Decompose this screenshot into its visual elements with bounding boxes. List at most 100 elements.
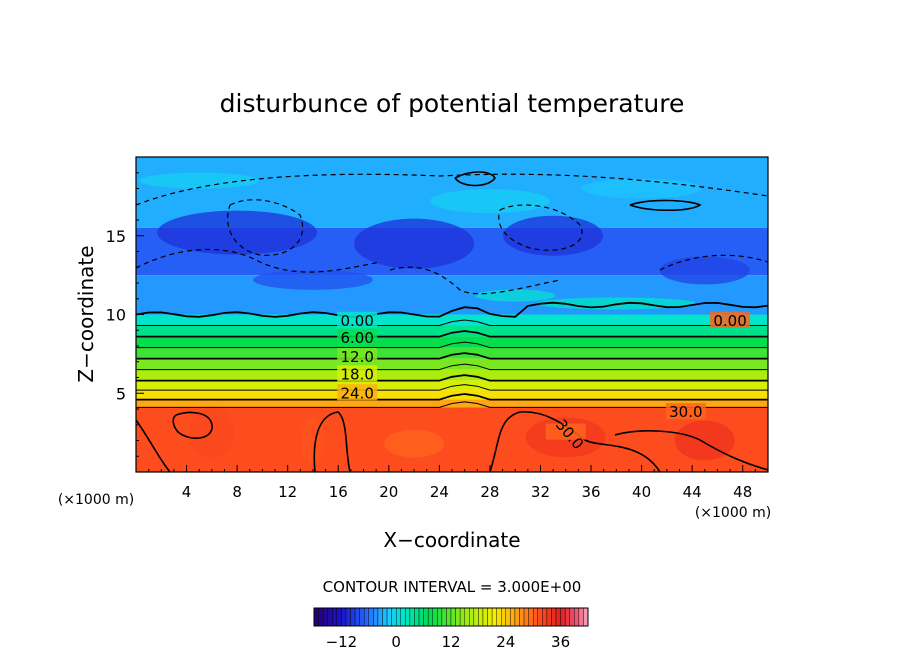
- colorbar-tick-label: 12: [441, 633, 460, 651]
- contour-line: [136, 363, 768, 371]
- plot-fill-area: [136, 157, 768, 472]
- colorbar-cell: [578, 607, 584, 627]
- contour-label: 18.0: [340, 365, 373, 383]
- y-axis-label: Z−coordinate: [74, 245, 98, 382]
- colorbar-cell: [313, 607, 319, 627]
- contour-label-bg: [337, 329, 378, 346]
- colorbar-cell: [437, 607, 443, 627]
- colorbar-cell: [478, 607, 484, 627]
- negative-contour: [498, 204, 583, 251]
- x-tick-label: 28: [480, 483, 499, 501]
- field-patch: [475, 289, 556, 302]
- colorbar-cell: [405, 607, 411, 627]
- contour-line: [136, 341, 768, 349]
- contour-label: 0.00: [340, 312, 373, 330]
- y-tick-label: 5: [116, 384, 126, 403]
- chart-title: disturbunce of potential temperature: [220, 89, 685, 118]
- colorbar-cell: [496, 607, 502, 627]
- x-tick-label: 32: [531, 483, 550, 501]
- x-unit-left: (×1000 m): [58, 492, 134, 508]
- contour-line: [136, 319, 768, 326]
- colorbar-cell: [583, 607, 589, 627]
- y-tick-label: 15: [106, 227, 126, 246]
- colorbar-cell: [505, 607, 511, 627]
- contour-line: [136, 352, 768, 360]
- colorbar-cell: [464, 607, 470, 627]
- x-axis-label: X−coordinate: [383, 528, 520, 552]
- colorbar-tick-label: 36: [551, 633, 570, 651]
- contour-band: [136, 347, 768, 359]
- colorbar-cell: [551, 607, 557, 627]
- field-patch: [384, 429, 445, 458]
- colorbar-cell: [341, 607, 347, 627]
- colorbar-cell: [423, 607, 429, 627]
- field-patch: [157, 210, 318, 255]
- contour-label: 24.0: [340, 384, 373, 402]
- colorbar-cell: [432, 607, 438, 627]
- contour-line: [454, 171, 496, 187]
- contour-label-bg: [545, 423, 586, 440]
- contour-label-bg: [665, 403, 706, 420]
- colorbar-cell: [564, 607, 570, 627]
- field-patch: [139, 172, 260, 189]
- contour-label: 30.0: [669, 403, 702, 421]
- colorbar-cell: [473, 607, 479, 627]
- contour-label: 6.00: [340, 329, 373, 347]
- colorbar-cell: [350, 607, 356, 627]
- contour-line: [629, 199, 702, 211]
- colorbar-cell: [332, 607, 338, 627]
- contour-line: [136, 419, 171, 472]
- colorbar-cell: [491, 607, 497, 627]
- colorbar-cell: [427, 607, 433, 627]
- contour-line: [136, 374, 768, 382]
- colorbar-cell: [414, 607, 420, 627]
- x-tick-label: 48: [733, 483, 752, 501]
- field-patch: [659, 256, 750, 285]
- colorbar-cell: [318, 607, 324, 627]
- colorbar-cell: [373, 607, 379, 627]
- negative-contour: [389, 266, 561, 295]
- contour-label: 0.00: [713, 312, 746, 330]
- colorbar-cell: [542, 607, 548, 627]
- colorbar-cell: [336, 607, 342, 627]
- colorbar-cell: [487, 607, 493, 627]
- colorbar-cell: [368, 607, 374, 627]
- colorbar-frame: [313, 607, 589, 627]
- x-tick-label: 8: [232, 483, 242, 501]
- x-tick-label: 36: [581, 483, 600, 501]
- negative-contour: [659, 254, 768, 271]
- field-patch: [252, 269, 373, 290]
- negative-contour: [227, 199, 304, 256]
- x-tick-label: 40: [632, 483, 651, 501]
- negative-contour: [136, 248, 381, 273]
- colorbar-cell: [418, 607, 424, 627]
- colorbar-cell: [377, 607, 383, 627]
- contour-line: [313, 411, 351, 472]
- colorbar-cell: [546, 607, 552, 627]
- colorbar-cell: [409, 607, 415, 627]
- colorbar-cell: [446, 607, 452, 627]
- colorbar: [313, 607, 589, 627]
- colorbar-cell: [322, 607, 328, 627]
- colorbar-cell: [455, 607, 461, 627]
- contour-band: [136, 380, 768, 391]
- colorbar-cell: [327, 607, 333, 627]
- contour-line: [136, 301, 768, 318]
- contour-line: [136, 401, 768, 408]
- field-patch: [503, 215, 604, 256]
- colorbar-cell: [519, 607, 525, 627]
- contour-line: [489, 411, 661, 472]
- contour-band: [136, 275, 768, 315]
- contour-line: [172, 411, 213, 439]
- colorbar-cell: [569, 607, 575, 627]
- colorbar-cell: [364, 607, 370, 627]
- colorbar-cell: [469, 607, 475, 627]
- field-patch: [581, 178, 702, 199]
- field-patch: [354, 218, 475, 269]
- contour-line: [136, 384, 768, 391]
- colorbar-cell: [510, 607, 516, 627]
- x-unit-right: (×1000 m): [695, 505, 771, 521]
- x-tick-label: 20: [379, 483, 398, 501]
- contour-interval-text: CONTOUR INTERVAL = 3.000E+00: [323, 578, 582, 596]
